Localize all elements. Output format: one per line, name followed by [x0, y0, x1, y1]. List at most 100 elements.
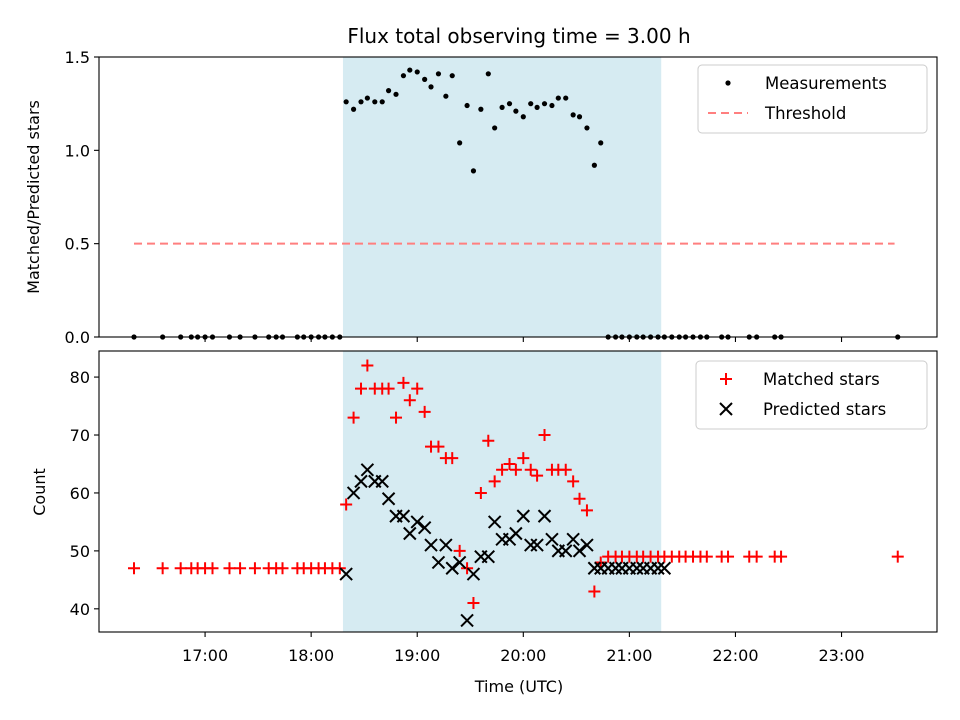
y-tick-label: 60 [70, 484, 90, 503]
bottom-axes-frame [98, 350, 938, 633]
x-tick-label: 17:00 [182, 646, 228, 665]
matched-star-point [482, 434, 495, 447]
measurement-point [478, 106, 484, 112]
legend-predicted-marker [719, 402, 733, 416]
predicted-star-point [537, 509, 552, 523]
predicted-star-point [487, 515, 502, 529]
predicted-star-point [445, 561, 459, 575]
measurement-point [499, 104, 505, 110]
y-tick-label: 1.0 [65, 141, 90, 160]
predicted-star-point [346, 486, 361, 500]
matched-star-point [128, 562, 141, 575]
legend-predicted-label: Predicted stars [763, 400, 886, 419]
matched-star-point [411, 382, 424, 395]
predicted-star-point [481, 549, 496, 564]
measurement-point [528, 101, 534, 107]
matched-star-point [234, 562, 247, 575]
matched-star-point [891, 550, 904, 563]
predicted-star-point [630, 561, 644, 575]
predicted-star-point [587, 561, 602, 575]
matched-star-point [722, 550, 735, 563]
matched-star-point [223, 562, 236, 575]
matched-star-point [594, 556, 607, 569]
measurement-point [520, 114, 526, 120]
measurement-point [576, 114, 583, 120]
predicted-star-point [651, 561, 665, 575]
measurement-point [400, 73, 407, 79]
measurement-point [457, 140, 463, 146]
measurement-point [485, 71, 491, 77]
measurement-point [570, 112, 576, 118]
y-tick-label: 70 [70, 426, 90, 445]
predicted-star-point [559, 544, 573, 558]
legend-measurements-label: Measurements [765, 74, 887, 93]
top-legend-box [697, 64, 928, 134]
matched-star-point [340, 498, 353, 511]
measurement-point [393, 91, 399, 97]
measurement-point [513, 108, 519, 114]
top-y-axis-label: Matched/Predicted stars [24, 100, 43, 294]
matched-star-point [567, 475, 580, 488]
predicted-star-point [417, 521, 432, 535]
measurement-point [414, 69, 420, 75]
matched-star-point [573, 492, 586, 505]
matched-star-point [775, 550, 788, 563]
matched-star-point [474, 486, 487, 499]
matched-star-point [453, 544, 466, 557]
measurement-point [541, 101, 548, 107]
y-tick-label: 0.0 [65, 328, 90, 347]
matched-star-point [496, 463, 509, 476]
measurement-point [591, 162, 597, 168]
measurement-point [470, 168, 477, 174]
measurement-point [364, 95, 370, 101]
matched-star-point [156, 562, 169, 575]
matched-star-point [248, 562, 261, 575]
matched-star-point [461, 562, 474, 575]
measurement-point [563, 95, 569, 101]
matched-star-point [382, 382, 395, 395]
y-tick-label: 40 [70, 600, 90, 619]
top-axes-frame [98, 56, 938, 338]
predicted-star-point [431, 555, 446, 570]
matched-star-point [750, 550, 763, 563]
predicted-star-point [466, 567, 481, 581]
measurement-point [435, 71, 442, 77]
predicted-star-point [572, 544, 587, 558]
measurement-point [534, 104, 540, 110]
measurement-point [506, 101, 513, 107]
top-legend: Measurements Threshold [697, 64, 928, 134]
predicted-star-point [509, 526, 523, 541]
predicted-star-point [410, 515, 424, 529]
matched-star-point [700, 550, 713, 563]
measurement-point [584, 125, 590, 131]
x-tick-label: 21:00 [606, 646, 652, 665]
measurement-point [343, 99, 349, 105]
chart-title: Flux total observing time = 3.00 h [347, 24, 690, 48]
x-tick-label: 22:00 [712, 646, 758, 665]
predicted-star-point [381, 492, 396, 506]
predicted-star-point [566, 532, 580, 547]
matched-star-point [503, 457, 516, 470]
matched-star-point [276, 562, 289, 575]
y-tick-label: 80 [70, 368, 90, 387]
bottom-legend: Matched stars Predicted stars [695, 360, 928, 430]
measurement-point [407, 67, 413, 73]
matched-star-point [531, 469, 544, 482]
matched-star-point [446, 452, 459, 465]
matched-star-point [588, 585, 601, 598]
matched-star-point [397, 376, 410, 389]
bottom-y-axis-label: Count [30, 468, 49, 516]
predicted-star-point [460, 613, 474, 628]
predicted-star-point [608, 561, 623, 575]
matched-star-point [432, 440, 445, 453]
bottom-legend-box [695, 360, 928, 430]
predicted-star-point [657, 561, 672, 575]
measurement-point [464, 102, 470, 109]
matched-star-point [538, 429, 551, 442]
x-tick-label: 19:00 [394, 646, 440, 665]
matched-star-point [517, 452, 530, 465]
matched-star-point [403, 394, 416, 407]
matched-star-point [333, 562, 346, 575]
predicted-star-point [403, 526, 417, 541]
